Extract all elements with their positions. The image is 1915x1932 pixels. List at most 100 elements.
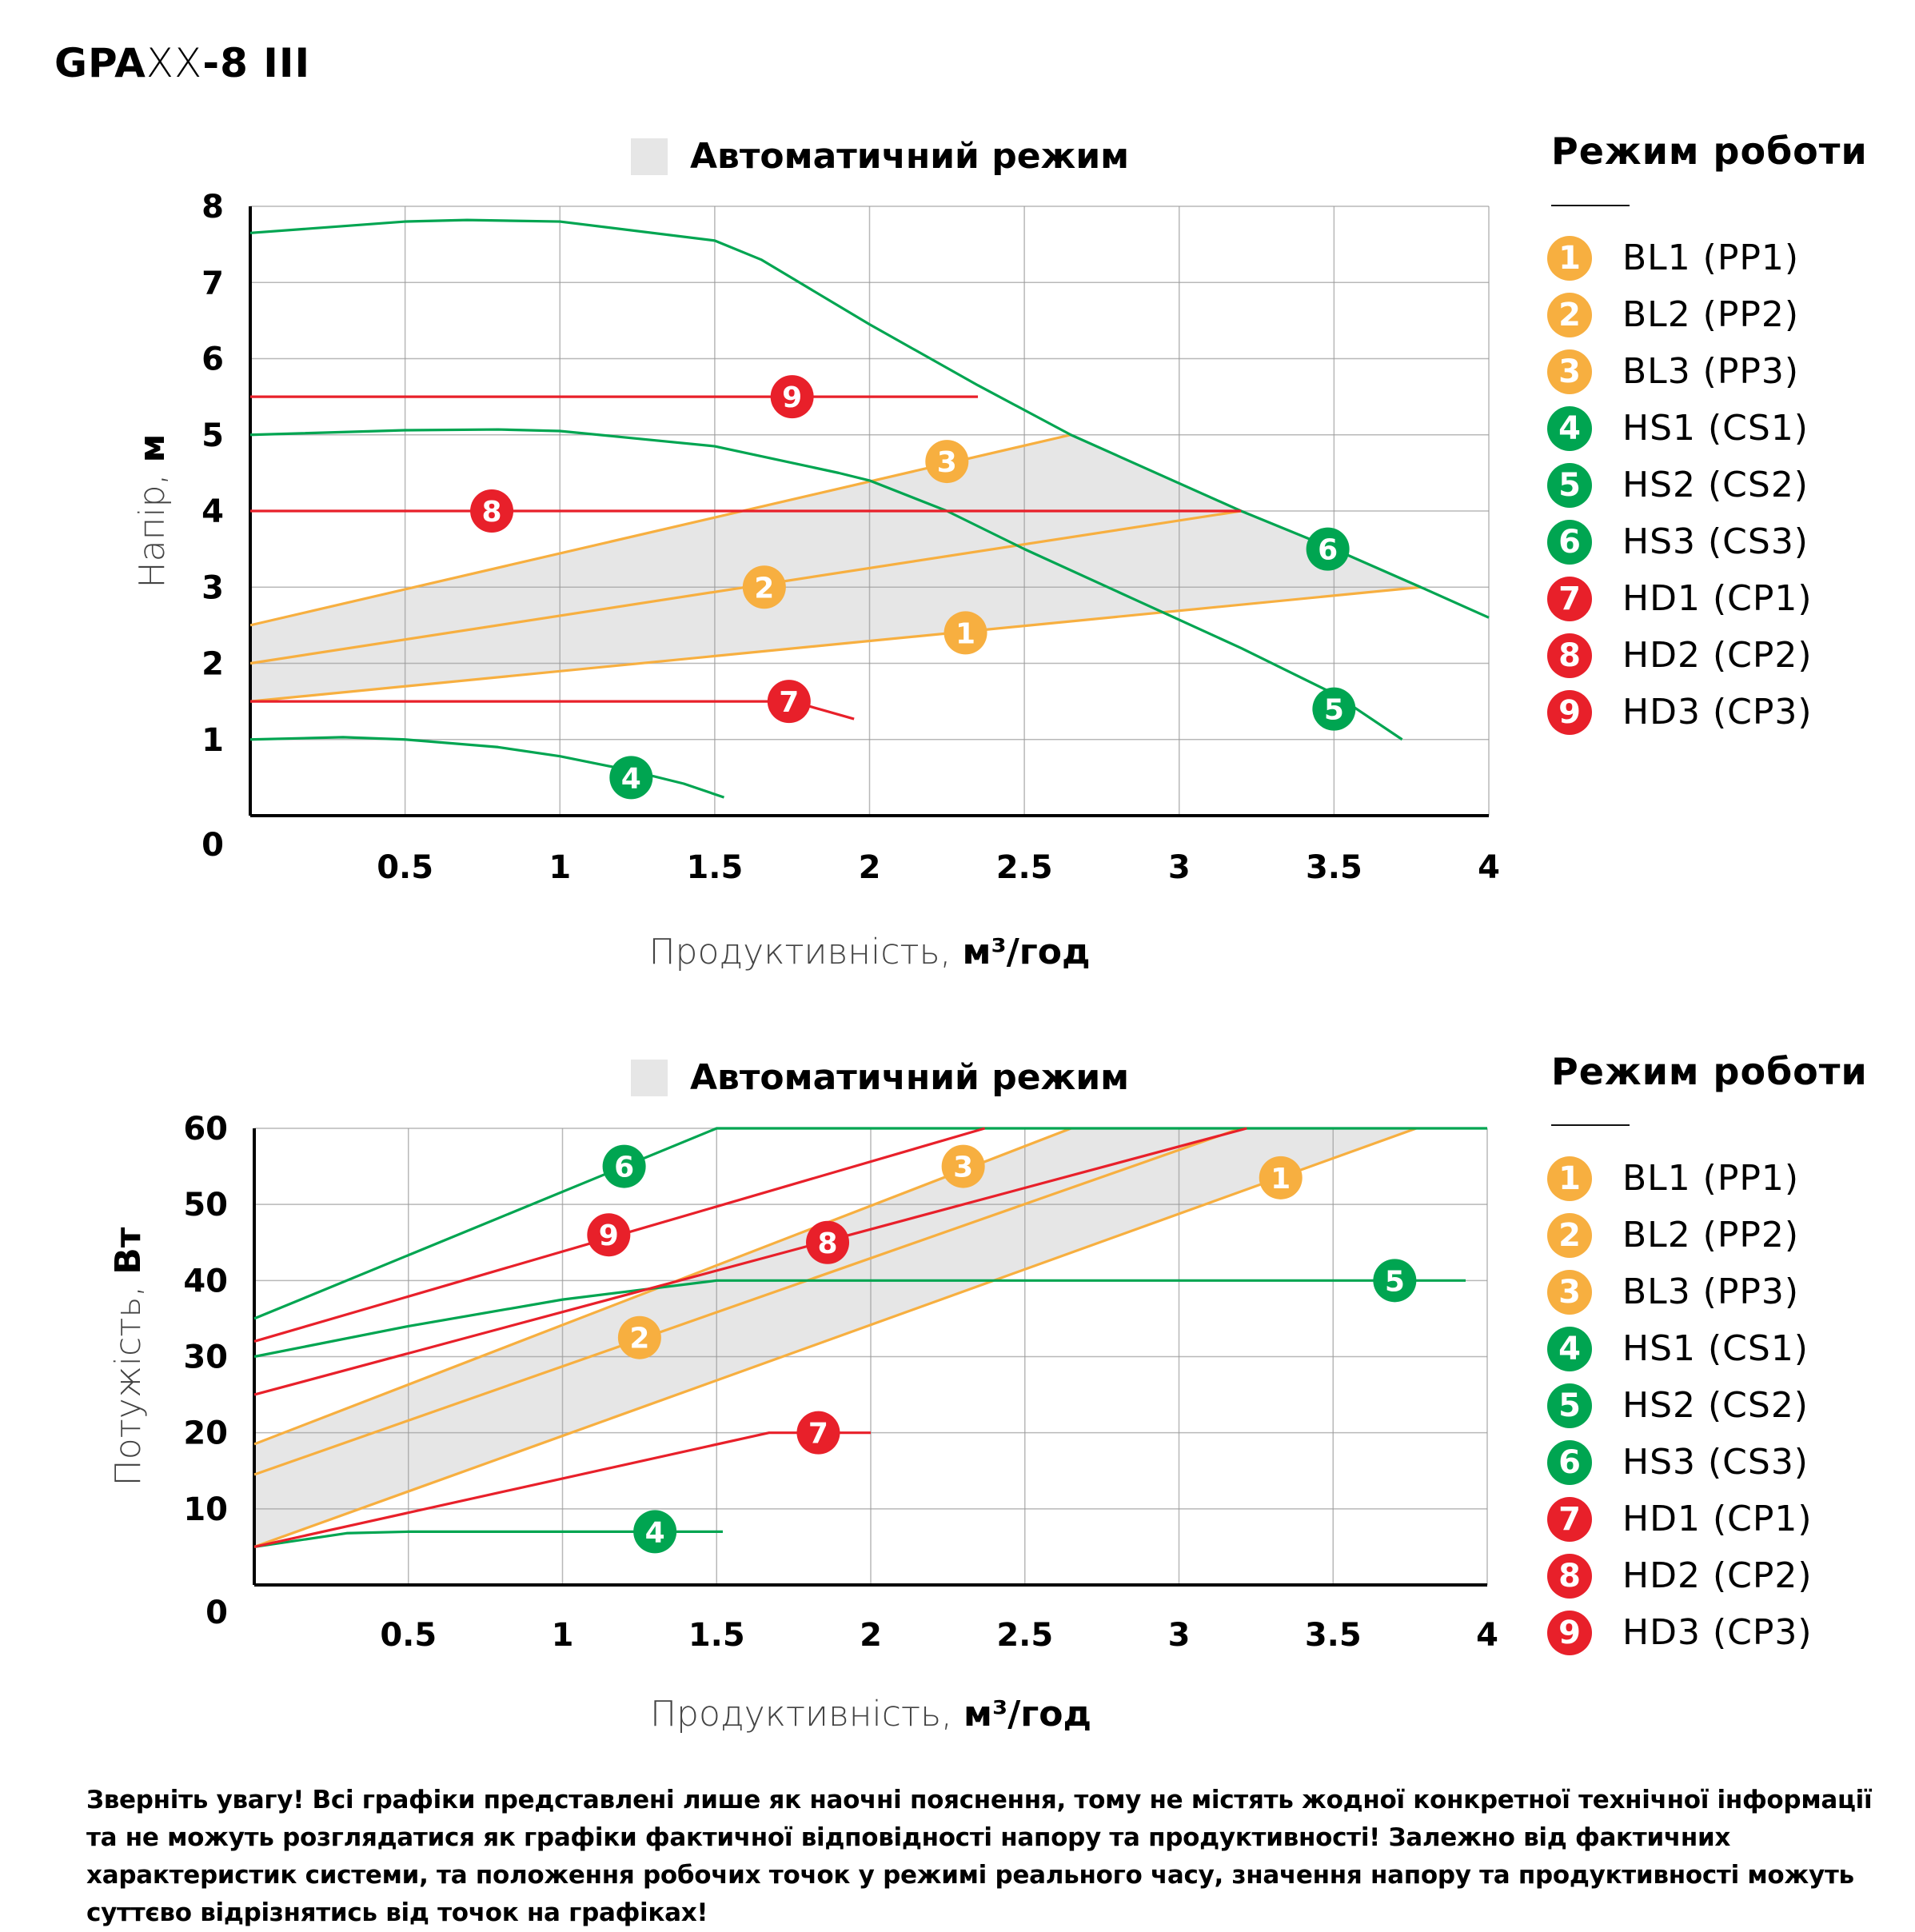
x-tick-label: 2.5 bbox=[996, 849, 1053, 886]
series-badge-label: 3 bbox=[953, 1152, 973, 1184]
series-badge-9 bbox=[587, 1213, 631, 1257]
legend-item: 5 HS2 (CS2) bbox=[1547, 1377, 1813, 1434]
series-line-7 bbox=[250, 700, 855, 721]
legend-badge: 5 bbox=[1547, 462, 1592, 508]
legend-badge: 9 bbox=[1547, 1610, 1592, 1655]
series-badge-label: 2 bbox=[629, 1323, 649, 1355]
series-badge-label: 1 bbox=[1271, 1163, 1291, 1196]
auto-mode-swatch bbox=[631, 1059, 668, 1096]
legend-item: 4 HS1 (CS1) bbox=[1547, 400, 1813, 457]
page-title: GPAXX-8 III bbox=[54, 40, 310, 86]
legend-item: 6 HS3 (CS3) bbox=[1547, 1434, 1813, 1491]
x-axis-title-text: Продуктивність, bbox=[648, 932, 962, 972]
legend-badge: 4 bbox=[1547, 1326, 1592, 1371]
y-axis-title-text: Потужість, bbox=[108, 1275, 149, 1487]
series-badge-3 bbox=[925, 440, 969, 484]
legend-badge: 6 bbox=[1547, 519, 1592, 565]
legend-item: 2 BL2 (PP2) bbox=[1547, 286, 1813, 343]
series-badge-label: 1 bbox=[956, 617, 975, 650]
legend-divider bbox=[1551, 1124, 1630, 1126]
legend-badge: 2 bbox=[1547, 292, 1592, 337]
legend-label: HS1 (CS1) bbox=[1622, 408, 1809, 449]
series-badge-9 bbox=[770, 375, 814, 419]
series-badge-1 bbox=[1259, 1156, 1303, 1200]
x-axis-title-unit: м³/год bbox=[963, 1694, 1091, 1734]
legend-label: HD1 (CP1) bbox=[1622, 1499, 1813, 1539]
series-badge-2 bbox=[742, 565, 786, 609]
x-tick-label: 2.5 bbox=[996, 1617, 1053, 1654]
legend-label: HS2 (CS2) bbox=[1622, 1385, 1809, 1426]
x-tick-label: 3 bbox=[1168, 1617, 1191, 1654]
x-tick-label: 1 bbox=[552, 1617, 574, 1654]
series-badge-label: 7 bbox=[779, 686, 799, 719]
x-tick-label: 4 bbox=[1478, 849, 1500, 886]
legend-item: 3 BL3 (PP3) bbox=[1547, 1263, 1813, 1320]
legend-label: HD2 (CP2) bbox=[1622, 635, 1813, 676]
legend-list-top: 1 BL1 (PP1) 2 BL2 (PP2) 3 BL3 (PP3) 4 HS1 (CS1)… bbox=[1547, 230, 1813, 740]
title-part: XX bbox=[146, 40, 203, 86]
y-tick-label: 4 bbox=[201, 493, 224, 530]
title-part: GPA bbox=[54, 40, 146, 86]
legend-item: 1 BL1 (PP1) bbox=[1547, 1150, 1813, 1207]
legend-label: BL1 (PP1) bbox=[1622, 1158, 1800, 1199]
x-tick-label: 3.5 bbox=[1305, 1617, 1362, 1654]
legend-item: 1 BL1 (PP1) bbox=[1547, 230, 1813, 286]
y-tick-label: 20 bbox=[183, 1415, 228, 1452]
series-badge-label: 8 bbox=[482, 496, 502, 529]
legend-badge: 3 bbox=[1547, 1269, 1592, 1315]
legend-badge: 7 bbox=[1547, 576, 1592, 621]
legend-badge: 4 bbox=[1547, 405, 1592, 451]
legend-badge: 8 bbox=[1547, 633, 1592, 678]
y-axis-title: Напір, м bbox=[132, 434, 173, 589]
series-badge-label: 8 bbox=[817, 1227, 837, 1260]
legend-label: BL1 (PP1) bbox=[1622, 238, 1800, 278]
y-tick-label: 0 bbox=[205, 1595, 228, 1631]
series-badge-label: 2 bbox=[754, 572, 774, 605]
auto-mode-key-bottom: Автоматичний режим bbox=[631, 1057, 1129, 1098]
series-line-1 bbox=[253, 1127, 1417, 1548]
legend-label: HD2 (CP2) bbox=[1622, 1555, 1813, 1596]
y-axis-title: Потужість, Вт bbox=[108, 1227, 149, 1486]
series-line-5 bbox=[249, 428, 1403, 741]
y-tick-label: 6 bbox=[201, 341, 224, 378]
series-badge-label: 9 bbox=[782, 381, 802, 414]
series-line-1 bbox=[249, 585, 1421, 703]
y-tick-label: 7 bbox=[201, 265, 224, 301]
series-badge-6 bbox=[1306, 527, 1350, 571]
series-badge-label: 6 bbox=[614, 1152, 634, 1184]
legend-divider bbox=[1551, 205, 1630, 206]
series-line-4 bbox=[249, 736, 725, 799]
x-tick-label: 2 bbox=[860, 1617, 882, 1654]
series-line-4 bbox=[253, 1530, 723, 1549]
legend-title-bottom: Режим роботи bbox=[1551, 1050, 1868, 1093]
series-badge-8 bbox=[470, 489, 514, 533]
series-badge-7 bbox=[796, 1411, 840, 1455]
x-axis-title: Продуктивність, м³/год bbox=[650, 1694, 1091, 1734]
legend-list-bottom: 1 BL1 (PP1) 2 BL2 (PP2) 3 BL3 (PP3) 4 HS1 (CS1)… bbox=[1547, 1150, 1813, 1661]
head-chart: 0.5 1 1.5 2 2.5 3 3.5 4 0 1 2 3 4 5 6 7 8 Продуктивність,… bbox=[132, 189, 1500, 972]
y-tick-label: 0 bbox=[201, 827, 224, 864]
y-tick-label: 5 bbox=[201, 417, 224, 454]
series-badge-label: 3 bbox=[937, 446, 957, 479]
series-badge-1 bbox=[944, 611, 987, 655]
legend-item: 3 BL3 (PP3) bbox=[1547, 343, 1813, 400]
legend-badge: 2 bbox=[1547, 1212, 1592, 1258]
series-badge-label: 7 bbox=[808, 1418, 828, 1451]
series-badge-4 bbox=[633, 1510, 677, 1554]
series-badge-label: 5 bbox=[1324, 694, 1344, 727]
series-badge-label: 5 bbox=[1385, 1265, 1405, 1298]
legend-item: 6 HS3 (CS3) bbox=[1547, 513, 1813, 570]
legend-badge: 1 bbox=[1547, 1156, 1592, 1201]
y-tick-label: 60 bbox=[183, 1111, 228, 1148]
power-chart: 0.5 1 1.5 2 2.5 3 3.5 40102030405060Продуктивні… bbox=[108, 1111, 1498, 1734]
legend-badge: 6 bbox=[1547, 1439, 1592, 1485]
y-tick-label: 40 bbox=[183, 1263, 228, 1299]
legend-badge: 1 bbox=[1547, 235, 1592, 281]
legend-label: BL2 (PP2) bbox=[1622, 294, 1800, 335]
series-badge-6 bbox=[602, 1144, 646, 1188]
legend-title-top: Режим роботи bbox=[1551, 130, 1868, 173]
series-badge-label: 9 bbox=[599, 1219, 619, 1252]
auto-mode-area bbox=[250, 434, 1421, 702]
title-part: -8 III bbox=[202, 40, 311, 86]
legend-item: 9 HD3 (CP3) bbox=[1547, 1604, 1813, 1661]
